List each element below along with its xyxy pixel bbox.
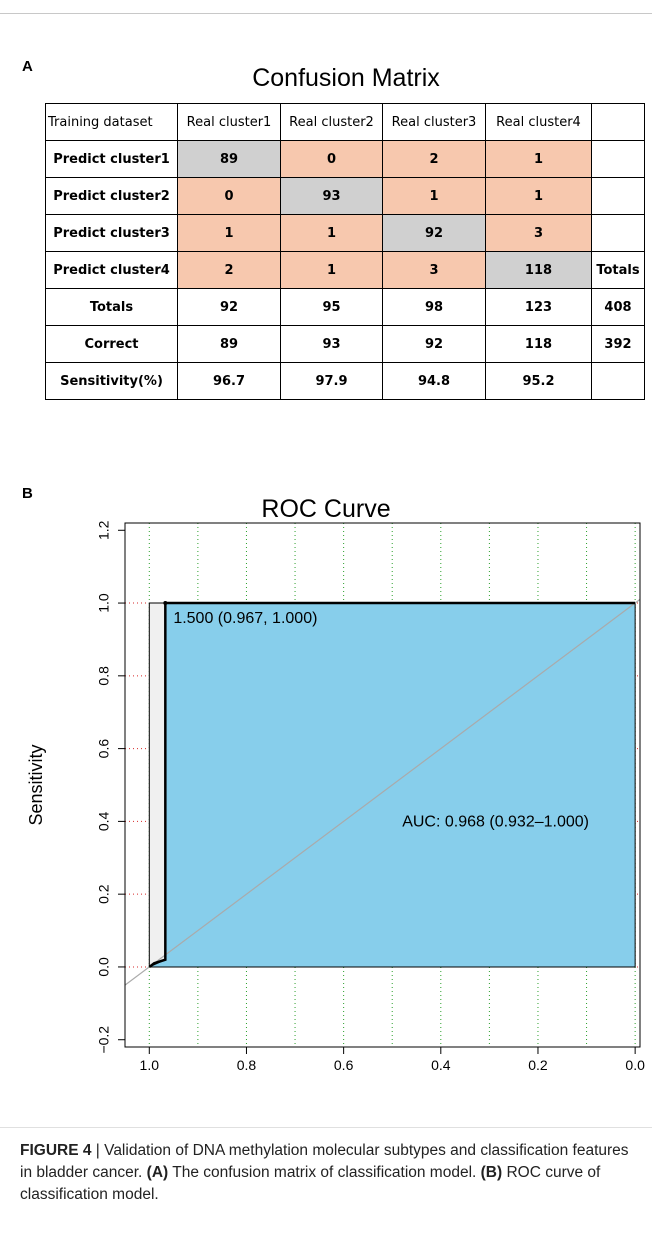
y-tick-label: 0.2 (96, 884, 112, 904)
matrix-cell: 118 (485, 251, 592, 289)
row-header: Predict cluster3 (45, 214, 178, 252)
roc-title: ROC Curve (261, 495, 391, 523)
totals-cell (591, 177, 645, 215)
column-header (591, 103, 645, 141)
panel-a-letter: A (22, 58, 33, 75)
column-header: Real cluster2 (280, 103, 383, 141)
text-layer: 1.0 0.8 0.6 0.4 0.2 0.0 −0.2 0.0 0.2 0.4 0.6 0.8 1.0… (26, 520, 645, 1073)
matrix-cell: 92 (382, 214, 486, 252)
confusion-matrix-table: Training dataset Real cluster1 Real cluste… (45, 103, 645, 400)
table-row: Correct 89 93 92 118 392 (45, 325, 645, 363)
confusion-matrix-title: Confusion Matrix (252, 64, 440, 92)
column-header: Real cluster3 (382, 103, 486, 141)
summary-cell: 95.2 (485, 362, 592, 400)
caption-text-2: The confusion matrix of classification m… (168, 1164, 481, 1181)
auc-annotation: AUC: 0.968 (0.932–1.000) (402, 813, 589, 830)
matrix-cell: 3 (382, 251, 486, 289)
x-tick-label: 0.8 (237, 1057, 257, 1073)
confidence-band (148, 602, 166, 968)
matrix-cell: 1 (485, 140, 592, 178)
x-tick-label: 0.6 (334, 1057, 354, 1073)
totals-cell: 408 (591, 288, 645, 326)
axis-layer (118, 522, 641, 1054)
roc-curve-line (148, 601, 636, 968)
totals-cell: Totals (591, 251, 645, 289)
row-header: Correct (45, 325, 178, 363)
threshold-point (163, 601, 168, 606)
row-header: Predict cluster1 (45, 140, 178, 178)
table-corner-label: Training dataset (45, 103, 178, 141)
row-header: Totals (45, 288, 178, 326)
x-tick-label: 0.0 (625, 1057, 645, 1073)
summary-cell: 93 (280, 325, 383, 363)
panel-b-letter: B (22, 485, 33, 502)
matrix-cell: 1 (485, 177, 592, 215)
summary-cell: 96.7 (177, 362, 281, 400)
summary-cell: 97.9 (280, 362, 383, 400)
y-tick-label: −0.2 (96, 1026, 112, 1054)
totals-cell (591, 140, 645, 178)
matrix-cell: 89 (177, 140, 281, 178)
matrix-cell: 1 (177, 214, 281, 252)
summary-cell: 98 (382, 288, 486, 326)
row-header: Predict cluster2 (45, 177, 178, 215)
y-tick-label: 1.2 (96, 520, 112, 540)
y-tick-label: 1.0 (96, 593, 112, 613)
table-row: Sensitivity(%) 96.7 97.9 94.8 95.2 (45, 362, 645, 400)
totals-cell (591, 214, 645, 252)
column-header: Real cluster4 (485, 103, 592, 141)
curve-layer (124, 598, 641, 986)
matrix-cell: 3 (485, 214, 592, 252)
table-row: Predict cluster3 1 1 92 3 (45, 214, 645, 252)
reference-diagonal (124, 598, 641, 986)
roc-chart: 1.0 0.8 0.6 0.4 0.2 0.0 −0.2 0.0 0.2 0.4 0.6 0.8 1.0… (26, 520, 645, 1073)
y-axis-label: Sensitivity (26, 744, 46, 825)
caption-b-label: (B) (480, 1164, 503, 1181)
column-header: Real cluster1 (177, 103, 281, 141)
caption-text-3: ROC curve of classification model. (20, 1164, 601, 1203)
table-row: Predict cluster4 2 1 3 118 Totals (45, 251, 645, 289)
summary-cell: 92 (382, 325, 486, 363)
top-divider (0, 13, 652, 14)
matrix-cell: 1 (382, 177, 486, 215)
row-header: Predict cluster4 (45, 251, 178, 289)
x-tick-label: 1.0 (140, 1057, 160, 1073)
matrix-cell: 0 (280, 140, 383, 178)
table-row: Predict cluster1 89 0 2 1 (45, 140, 645, 178)
figure-caption: FIGURE 4 | Validation of DNA methylation… (20, 1140, 635, 1206)
row-header: Sensitivity(%) (45, 362, 178, 400)
x-tick-label: 0.2 (528, 1057, 548, 1073)
summary-cell: 118 (485, 325, 592, 363)
summary-cell: 95 (280, 288, 383, 326)
summary-cell: 89 (177, 325, 281, 363)
figure-label: FIGURE 4 (20, 1142, 92, 1159)
table-row: Predict cluster2 0 93 1 1 (45, 177, 645, 215)
matrix-cell: 1 (280, 251, 383, 289)
summary-cell: 92 (177, 288, 281, 326)
caption-a-label: (A) (146, 1164, 169, 1181)
summary-cell: 94.8 (382, 362, 486, 400)
matrix-cell: 2 (177, 251, 281, 289)
caption-text-1: Validation of DNA methylation molecular … (20, 1142, 629, 1181)
totals-cell: 392 (591, 325, 645, 363)
y-tick-label: 0.4 (96, 811, 112, 831)
totals-cell (591, 362, 645, 400)
matrix-cell: 1 (280, 214, 383, 252)
y-tick-label: 0.8 (96, 666, 112, 686)
caption-separator: | (91, 1142, 105, 1159)
y-tick-label: 0.0 (96, 957, 112, 977)
y-tick-label: 0.6 (96, 739, 112, 759)
summary-cell: 123 (485, 288, 592, 326)
caption-divider (0, 1127, 652, 1128)
matrix-cell: 2 (382, 140, 486, 178)
x-tick-label: 0.4 (431, 1057, 451, 1073)
plot-frame (124, 522, 641, 1048)
table-header-row: Training dataset Real cluster1 Real cluste… (45, 103, 645, 141)
matrix-cell: 93 (280, 177, 383, 215)
table-row: Totals 92 95 98 123 408 (45, 288, 645, 326)
matrix-cell: 0 (177, 177, 281, 215)
threshold-annotation: 1.500 (0.967, 1.000) (173, 610, 317, 627)
